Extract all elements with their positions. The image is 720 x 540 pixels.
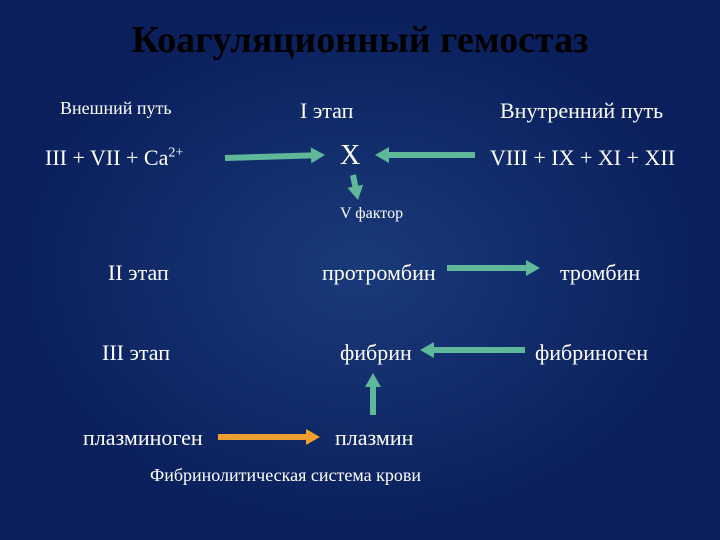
label-plasminogen: плазминоген xyxy=(83,425,203,451)
label-stage2: II этап xyxy=(108,260,169,286)
label-int-factors: VIII + IX + XI + XII xyxy=(490,145,675,171)
label-external-path: Внешний путь xyxy=(60,98,172,119)
label-plasmin: плазмин xyxy=(335,425,413,451)
page-title: Коагуляционный гемостаз xyxy=(0,0,720,62)
label-thrombin: тромбин xyxy=(560,260,640,286)
label-stage1: I этап xyxy=(300,98,353,124)
label-prothrombin: протромбин xyxy=(322,260,436,286)
ext-factors-text: III + VII + Ca xyxy=(45,145,168,170)
label-stage3: III этап xyxy=(102,340,170,366)
label-internal-path: Внутренний путь xyxy=(500,98,663,124)
label-fibrinogen: фибриноген xyxy=(535,340,648,366)
label-ext-factors: III + VII + Ca2+ xyxy=(45,145,183,171)
label-factor-x: X xyxy=(340,140,360,172)
label-factor-v: V фактор xyxy=(340,205,403,223)
ext-factors-sup: 2+ xyxy=(168,146,183,161)
label-fibrinolysis: Фибринолитическая система крови xyxy=(150,465,421,486)
label-fibrin: фибрин xyxy=(340,340,412,366)
